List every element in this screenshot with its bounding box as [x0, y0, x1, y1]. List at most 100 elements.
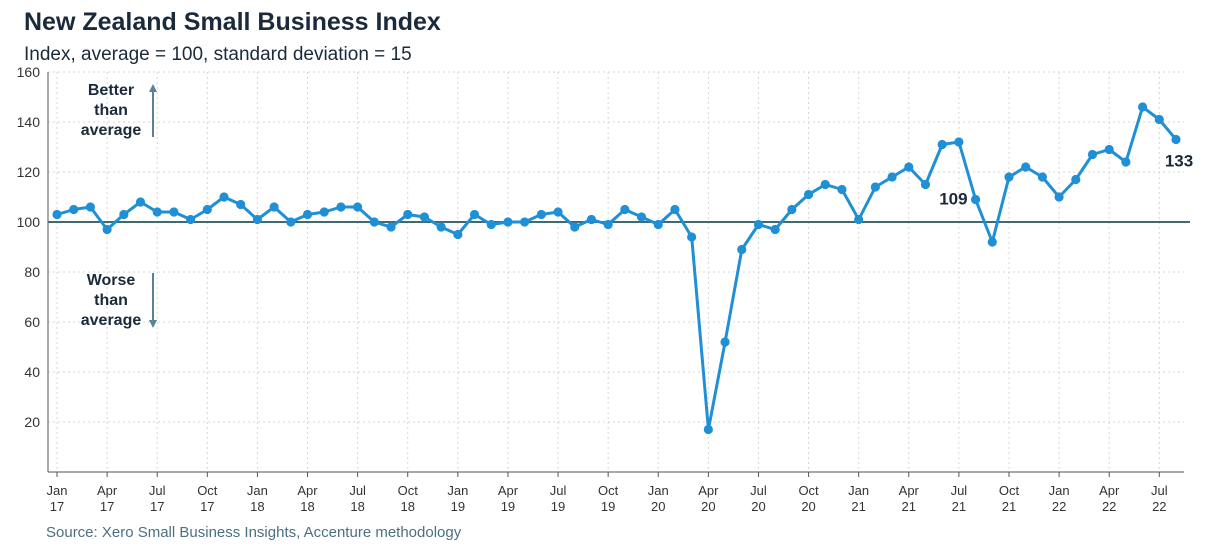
series-line	[56, 105, 1178, 431]
y-tick-label: 60	[24, 314, 40, 330]
data-point	[236, 199, 246, 210]
better-arrow-head	[149, 84, 157, 92]
axes	[47, 72, 1184, 477]
x-tick-label-year: 21	[952, 499, 966, 514]
data-point	[536, 209, 546, 220]
data-point	[1037, 172, 1047, 182]
x-tick-label-year: 17	[50, 499, 64, 514]
series-index	[52, 102, 1181, 435]
data-point	[436, 222, 446, 232]
source-note: Source: Xero Small Business Insights, Ac…	[46, 524, 462, 541]
data-point	[887, 172, 897, 182]
data-point	[419, 212, 430, 222]
data-point	[1137, 102, 1148, 112]
x-tick-label-month: Apr	[498, 483, 519, 498]
data-point	[570, 222, 580, 232]
x-tick-label-year: 18	[250, 499, 264, 514]
data-point	[152, 207, 162, 217]
x-axis-ticks: Jan17Apr17Jul17Oct17Jan18Apr18Jul18Oct18…	[47, 483, 1168, 514]
x-tick-label-year: 18	[300, 499, 314, 514]
data-point	[653, 219, 663, 230]
data-point	[1171, 134, 1181, 145]
x-tick-label-year: 17	[100, 499, 114, 514]
data-point	[703, 424, 713, 435]
x-tick-label-year: 18	[400, 499, 414, 514]
data-point	[720, 337, 730, 347]
data-point	[1154, 114, 1164, 125]
data-point	[102, 224, 112, 235]
data-point	[553, 207, 563, 217]
data-point	[954, 137, 964, 147]
x-tick-label-year: 21	[851, 499, 865, 514]
data-point	[186, 214, 196, 225]
data-point	[586, 214, 597, 225]
x-tick-label-month: Oct	[999, 483, 1020, 498]
x-tick-label-year: 22	[1102, 499, 1116, 514]
data-point	[135, 197, 146, 207]
x-tick-label-month: Jul	[951, 483, 968, 498]
x-tick-label-month: Apr	[97, 483, 118, 498]
better-than-average-label: average	[81, 122, 142, 139]
x-tick-label-year: 21	[1002, 499, 1016, 514]
x-tick-label-year: 17	[150, 499, 164, 514]
data-point	[987, 237, 997, 247]
worse-arrow-head	[149, 320, 157, 328]
y-tick-label: 100	[17, 214, 41, 230]
x-tick-label-month: Jul	[149, 483, 166, 498]
data-point	[219, 192, 229, 202]
annotations: Better than average Worse than average	[81, 82, 157, 329]
data-point	[803, 189, 814, 200]
data-point	[453, 229, 463, 240]
x-tick-label-month: Jan	[648, 483, 669, 498]
data-point	[820, 179, 830, 190]
data-point	[202, 204, 212, 215]
x-tick-label-month: Jul	[349, 483, 366, 498]
data-point	[670, 204, 680, 215]
data-point	[937, 139, 947, 150]
x-tick-label-month: Oct	[598, 483, 619, 498]
data-point	[904, 162, 914, 172]
worse-than-average-label: average	[81, 312, 142, 329]
x-tick-label-month: Jan	[447, 483, 468, 498]
x-tick-label-month: Apr	[698, 483, 719, 498]
data-point	[854, 214, 864, 225]
data-point	[1104, 144, 1114, 155]
x-tick-label-year: 21	[902, 499, 916, 514]
data-point	[469, 209, 480, 220]
data-point	[1021, 162, 1031, 172]
x-tick-label-year: 20	[751, 499, 765, 514]
data-point	[920, 179, 931, 190]
x-tick-label-month: Apr	[899, 483, 920, 498]
y-tick-label: 120	[17, 164, 41, 180]
data-point	[753, 219, 764, 230]
data-point	[85, 202, 96, 212]
y-tick-label: 140	[17, 114, 41, 130]
data-point	[787, 204, 797, 215]
data-point	[1054, 192, 1064, 202]
x-tick-label-month: Jul	[550, 483, 567, 498]
x-tick-label-month: Jan	[247, 483, 268, 498]
x-tick-label-month: Oct	[798, 483, 819, 498]
data-point	[336, 202, 346, 212]
y-tick-label: 40	[24, 364, 40, 380]
data-point	[1121, 157, 1131, 167]
x-tick-label-month: Jul	[1151, 483, 1168, 498]
x-tick-label-year: 22	[1152, 499, 1166, 514]
data-label: 133	[1165, 152, 1193, 171]
data-point	[520, 217, 530, 227]
x-tick-label-year: 22	[1052, 499, 1066, 514]
data-point	[369, 217, 379, 227]
x-tick-label-month: Apr	[1099, 483, 1120, 498]
data-point	[486, 219, 496, 230]
data-point	[970, 194, 981, 205]
data-label: 109	[939, 190, 967, 209]
x-tick-label-year: 20	[651, 499, 665, 514]
data-labels: 109 133	[939, 152, 1193, 209]
better-than-average-label: Better	[88, 82, 134, 99]
worse-than-average-label: Worse	[87, 272, 136, 289]
chart-title: New Zealand Small Business Index	[24, 8, 441, 36]
data-point	[620, 204, 630, 215]
y-tick-label: 160	[17, 64, 41, 80]
x-tick-label-year: 20	[801, 499, 815, 514]
